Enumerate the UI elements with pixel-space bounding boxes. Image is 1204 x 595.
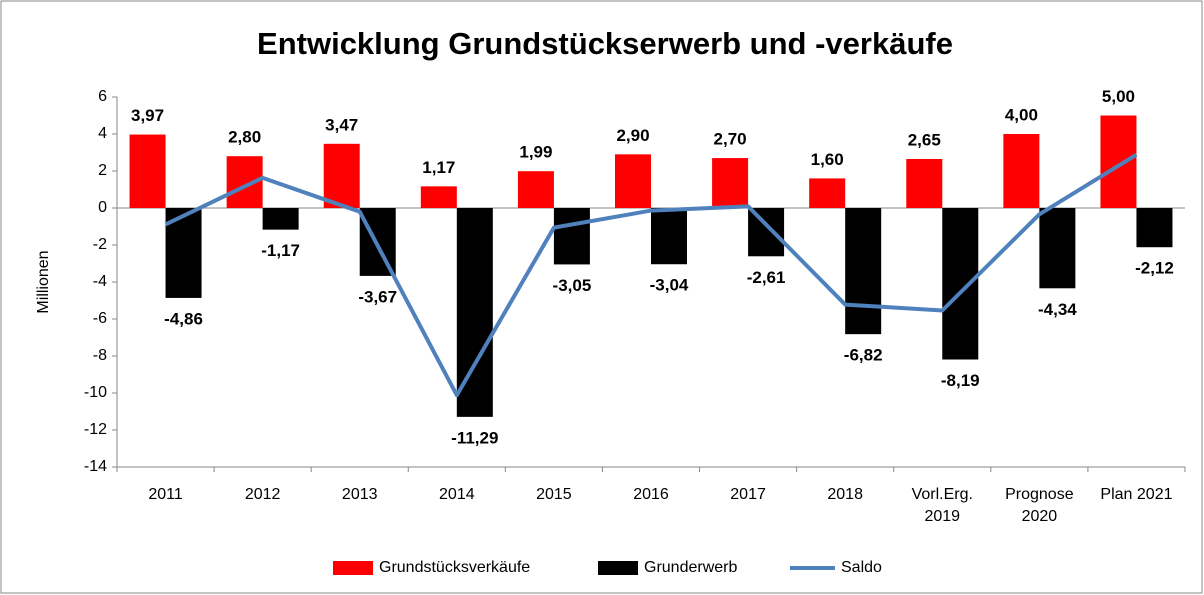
y-tick-label: 0 — [98, 199, 107, 216]
bar — [1003, 134, 1040, 208]
bar — [615, 154, 651, 208]
bar — [809, 178, 846, 208]
x-tick-label: Plan 2021 — [1100, 486, 1172, 503]
value-label: -8,19 — [941, 371, 980, 390]
bar — [712, 158, 749, 208]
value-label: 1,99 — [519, 143, 552, 162]
value-label: -4,86 — [164, 309, 203, 328]
bar — [262, 208, 299, 230]
y-tick-label: 4 — [98, 125, 107, 142]
value-label: 5,00 — [1102, 87, 1135, 106]
x-tick-label: 2018 — [827, 486, 863, 503]
bar — [129, 134, 166, 208]
legend-swatch — [333, 561, 373, 575]
value-label: 2,65 — [908, 130, 941, 149]
legend-label: Saldo — [841, 559, 882, 576]
y-tick-label: -4 — [93, 273, 107, 290]
chart-title: Entwicklung Grundstückserwerb und -verkä… — [257, 26, 953, 61]
y-tick-label: -14 — [84, 458, 107, 475]
bar — [906, 158, 943, 208]
y-tick-label: 2 — [98, 162, 107, 179]
value-label: -2,12 — [1135, 259, 1174, 278]
bar — [553, 208, 590, 265]
x-tick-label: Prognose 2020 — [1005, 486, 1074, 525]
value-label: -3,04 — [650, 276, 689, 295]
value-label: -2,61 — [747, 268, 786, 287]
value-label: -3,67 — [358, 287, 397, 306]
legend-label: Grundstücksverkäufe — [379, 559, 530, 576]
y-tick-label: 6 — [98, 88, 107, 105]
x-tick-label: 2011 — [148, 486, 183, 503]
value-label: 1,60 — [811, 150, 844, 169]
bar — [323, 143, 360, 208]
value-label: 3,47 — [325, 115, 358, 134]
value-label: -4,34 — [1038, 300, 1077, 319]
y-tick-label: -8 — [93, 347, 107, 364]
x-tick-label: 2013 — [342, 486, 378, 503]
value-label: -1,17 — [261, 241, 300, 260]
x-tick-label: 2016 — [633, 486, 669, 503]
bar — [942, 208, 979, 360]
bar — [1100, 115, 1137, 208]
bar — [845, 208, 882, 335]
value-label: -6,82 — [844, 346, 883, 365]
value-label: 4,00 — [1005, 105, 1038, 124]
x-tick-label: 2012 — [245, 486, 281, 503]
bar — [1039, 208, 1076, 289]
value-label: 3,97 — [131, 106, 164, 125]
value-label: -3,05 — [553, 276, 592, 295]
y-axis-label: Millionen — [35, 250, 52, 313]
value-label: 2,80 — [228, 128, 261, 147]
value-label: -11,29 — [451, 428, 498, 447]
bar — [748, 208, 785, 257]
legend-label: Grunderwerb — [644, 559, 737, 576]
x-tick-label: Vorl.Erg. 2019 — [912, 486, 973, 525]
value-label: 2,70 — [714, 130, 747, 149]
bar — [1136, 208, 1173, 248]
x-tick-label: 2017 — [730, 486, 766, 503]
x-tick-label: 2015 — [536, 486, 572, 503]
y-tick-label: -6 — [93, 310, 107, 327]
bar — [420, 186, 457, 208]
value-label: 1,17 — [422, 158, 455, 177]
y-tick-label: -10 — [84, 384, 107, 401]
value-label: 2,90 — [616, 126, 649, 145]
legend-swatch — [598, 561, 638, 575]
y-tick-label: -2 — [93, 236, 107, 253]
line-series — [164, 153, 1138, 398]
y-tick-label: -12 — [84, 421, 107, 438]
bar — [517, 171, 554, 208]
bar — [651, 208, 687, 265]
x-tick-label: 2014 — [439, 486, 475, 503]
